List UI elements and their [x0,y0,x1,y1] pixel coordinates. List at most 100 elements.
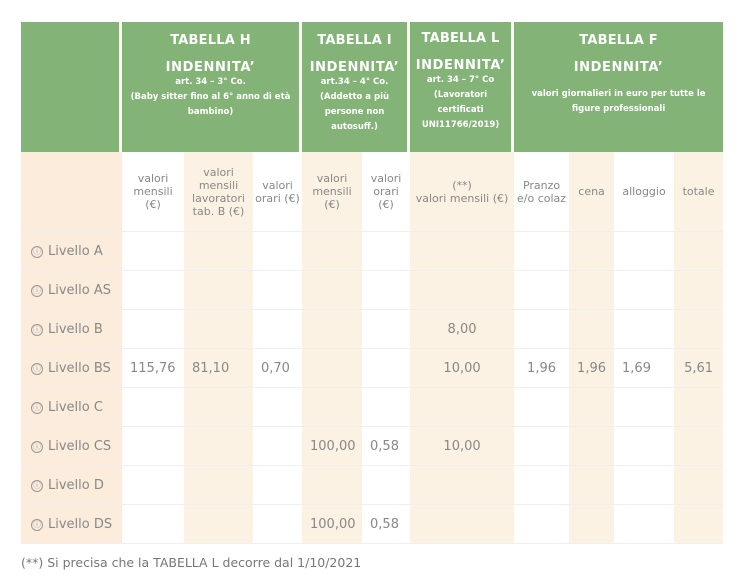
cell-h-valori-orari [253,271,303,310]
info-icon[interactable]: ⓘ [31,284,43,297]
cell-i-valori-orari [362,310,411,349]
tabella-i-title: TABELLA I [317,33,392,48]
cell-f-alloggio: 1,69 [614,349,675,388]
cell-l-valori-mensili [410,466,515,505]
cell-f-cena [569,388,615,427]
header-tabella-l: TABELLA L INDENNITA’ art. 34 – 7° Co (La… [410,22,515,152]
level-label-cell[interactable]: ⓘ Livello DS [21,505,122,544]
cell-i-valori-orari [362,232,411,271]
tabella-f-title: TABELLA F [579,33,658,48]
info-icon[interactable]: ⓘ [31,362,43,375]
cell-h-valori-mensili [122,427,184,466]
level-label: Livello C [48,399,103,415]
tabella-i-description: (Addetto a più persone non autosuff.) [319,92,390,132]
subheader-f-totale: totale [674,152,724,232]
cell-h-valori-orari [253,232,303,271]
level-label-cell[interactable]: ⓘ Livello C [21,388,122,427]
cell-f-cena [569,427,615,466]
tabella-l-article: art. 34 – 7° Co [426,75,495,85]
info-icon[interactable]: ⓘ [31,518,43,531]
cell-f-alloggio [614,232,675,271]
cell-h-valori-orari [253,388,303,427]
level-label-cell[interactable]: ⓘ Livello A [21,232,122,271]
cell-f-cena [569,271,615,310]
cell-h-valori-orari [253,427,303,466]
subheader-h-valori-mensili-tab-b: valori mensili lavoratori tab. B (€) [184,152,253,232]
cell-l-valori-mensili: 8,00 [410,310,515,349]
level-label: Livello A [48,243,103,259]
cell-f-totale [674,388,724,427]
indemnity-table: TABELLA H INDENNITA’ art. 34 – 3° Co. (B… [21,22,724,544]
cell-f-cena [569,310,615,349]
cell-f-alloggio [614,427,675,466]
cell-f-totale [674,505,724,544]
cell-i-valori-orari [362,271,411,310]
header-tabella-i: TABELLA I INDENNITA’ art.34 – 4° Co. (Ad… [302,22,411,152]
group-header-row: TABELLA H INDENNITA’ art. 34 – 3° Co. (B… [21,22,724,152]
subheader-i-valori-mensili: valori mensili (€) [302,152,363,232]
cell-f-pranzo [514,427,570,466]
table-row: ⓘ Livello A [21,232,724,271]
header-empty-cell [21,22,122,152]
level-label-cell[interactable]: ⓘ Livello BS [21,349,122,388]
subheader-l-label: valori mensili (€) [415,191,509,205]
cell-i-valori-orari: 0,58 [362,427,411,466]
tabella-l-description: (Lavoratori certificati UNI11766/2019) [421,90,500,130]
cell-f-cena [569,505,615,544]
cell-l-valori-mensili [410,505,515,544]
cell-h-valori-mensili [122,310,184,349]
table-row: ⓘ Livello D [21,466,724,505]
level-label-cell[interactable]: ⓘ Livello B [21,310,122,349]
subheader-f-alloggio: alloggio [614,152,675,232]
table-row: ⓘ Livello AS [21,271,724,310]
info-icon[interactable]: ⓘ [31,440,43,453]
info-icon[interactable]: ⓘ [31,323,43,336]
cell-h-valori-mensili [122,466,184,505]
header-tabella-f: TABELLA F INDENNITA’ valori giornalieri … [514,22,724,152]
table-row: ⓘ Livello CS 100,00 0,58 10,00 [21,427,724,466]
cell-h-valori-mensili [122,505,184,544]
info-icon[interactable]: ⓘ [31,401,43,414]
cell-f-totale [674,310,724,349]
header-tabella-h: TABELLA H INDENNITA’ art. 34 – 3° Co. (B… [122,22,303,152]
cell-i-valori-mensili [302,310,363,349]
cell-l-valori-mensili: 10,00 [410,427,515,466]
cell-f-pranzo [514,388,570,427]
info-icon[interactable]: ⓘ [31,479,43,492]
cell-h-valori-orari [253,310,303,349]
cell-i-valori-mensili: 100,00 [302,505,363,544]
cell-h-valori-mensili: 115,76 [122,349,184,388]
cell-h-valori-mensili [122,232,184,271]
table-body: ⓘ Livello A ⓘ Livello AS ⓘ Livello B 8,00 [21,232,724,544]
cell-i-valori-mensili [302,388,363,427]
cell-f-pranzo [514,466,570,505]
tabella-h-article: art. 34 – 3° Co. [175,77,246,87]
table-row: ⓘ Livello B 8,00 [21,310,724,349]
cell-f-totale [674,271,724,310]
cell-h-valori-mensili [122,388,184,427]
cell-i-valori-mensili [302,232,363,271]
cell-f-totale [674,466,724,505]
cell-i-valori-orari [362,349,411,388]
footnote: (**) Si precisa che la TABELLA L decorre… [21,555,362,570]
cell-i-valori-orari: 0,58 [362,505,411,544]
subheader-row: valori mensili (€) valori mensili lavora… [21,152,724,232]
cell-h-valori-mensili-tab-b [184,388,253,427]
cell-f-alloggio [614,310,675,349]
level-label-cell[interactable]: ⓘ Livello D [21,466,122,505]
cell-f-cena [569,466,615,505]
cell-f-cena [569,232,615,271]
cell-i-valori-mensili [302,349,363,388]
info-icon[interactable]: ⓘ [31,245,43,258]
cell-h-valori-orari: 0,70 [253,349,303,388]
level-label: Livello CS [48,438,112,454]
subheader-f-pranzo: Pranzo e/o colaz [514,152,570,232]
cell-l-valori-mensili [410,232,515,271]
level-label-cell[interactable]: ⓘ Livello AS [21,271,122,310]
level-label-cell[interactable]: ⓘ Livello CS [21,427,122,466]
cell-f-cena: 1,96 [569,349,615,388]
cell-i-valori-orari [362,388,411,427]
cell-l-valori-mensili: 10,00 [410,349,515,388]
level-label: Livello AS [48,282,112,298]
cell-f-pranzo [514,505,570,544]
